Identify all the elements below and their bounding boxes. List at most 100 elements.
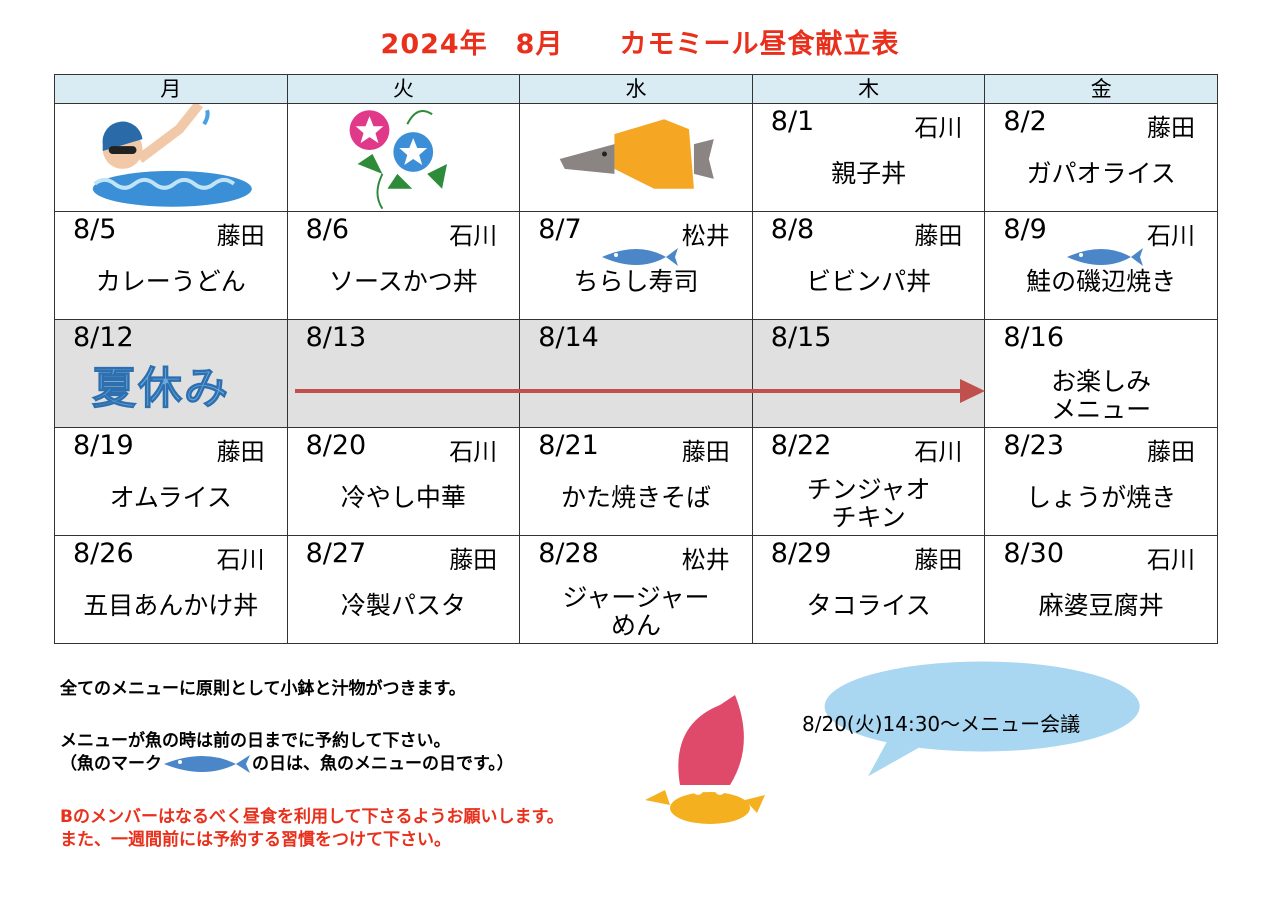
day-cell-holiday: 8/15 bbox=[751, 319, 986, 428]
weekday-header-row: 月 火 水 木 金 bbox=[54, 74, 1218, 104]
staff-name: 石川 bbox=[1147, 222, 1195, 250]
day-cell: 8/9 石川鮭の磯辺焼き bbox=[984, 211, 1218, 320]
date: 8/13 bbox=[305, 322, 367, 353]
date: 8/9 bbox=[1003, 214, 1047, 245]
day-cell: 8/27 藤田冷製パスタ bbox=[286, 535, 521, 644]
date: 8/5 bbox=[73, 214, 117, 245]
day-cell-holiday: 8/13 bbox=[286, 319, 521, 428]
date: 8/27 bbox=[305, 538, 367, 569]
swimmer-illustration bbox=[54, 103, 288, 212]
menu-item: タコライス bbox=[806, 591, 931, 620]
morning-glory-illustration bbox=[286, 103, 521, 212]
menu-item: お楽しみ メニュー bbox=[985, 368, 1217, 424]
staff-name: 石川 bbox=[449, 222, 498, 250]
menu-line: めん bbox=[610, 611, 661, 640]
menu-item: しょうが焼き bbox=[1026, 483, 1177, 512]
date: 8/28 bbox=[538, 538, 599, 569]
date: 8/8 bbox=[770, 214, 815, 245]
date: 8/1 bbox=[770, 106, 815, 137]
week-row: 8/1 石川 親子丼 8/2 藤田 ガパオライス bbox=[54, 103, 1218, 212]
staff-name: 松井 bbox=[681, 222, 730, 250]
day-cell: 8/1 石川 親子丼 bbox=[751, 103, 986, 212]
meeting-notice: 8/20(火)14:30～メニュー会議 bbox=[802, 712, 1081, 736]
menu-item: チンジャオ チキン bbox=[753, 476, 985, 532]
day-cell-holiday: 8/14 bbox=[519, 319, 753, 428]
date: 8/30 bbox=[1003, 538, 1065, 569]
menu-item: 冷製パスタ bbox=[340, 591, 466, 620]
day-cell: 8/26 石川五目あんかけ丼 bbox=[54, 535, 288, 644]
day-cell: 8/7 松井ちらし寿司 bbox=[519, 211, 753, 320]
date: 8/15 bbox=[770, 322, 832, 353]
note-reserve-habit: また、一週間前には予約する習慣をつけて下さい。 bbox=[60, 830, 451, 850]
weekday-mon: 月 bbox=[54, 74, 288, 104]
week-row: 8/5 藤田 カレーうどん 8/6 石川 ソースかつ丼 8/7 松井 ちらし寿司 8/8 藤田 ビビン… bbox=[54, 211, 1218, 320]
staff-name: 藤田 bbox=[914, 546, 963, 574]
date: 8/20 bbox=[305, 430, 367, 461]
note-fish-mark: （魚のマーク の日は、魚のメニューの日です。） bbox=[60, 753, 514, 775]
date: 8/23 bbox=[1003, 430, 1065, 461]
weekday-thu: 木 bbox=[751, 74, 986, 104]
day-cell: 8/6 石川ソースかつ丼 bbox=[286, 211, 521, 320]
fish-mark-icon bbox=[602, 248, 679, 266]
menu-line: ジャージャー bbox=[562, 583, 710, 612]
note-text: の日は、魚のメニューの日です。） bbox=[252, 754, 514, 774]
staff-name: 藤田 bbox=[449, 546, 498, 574]
day-cell: 8/29 藤田タコライス bbox=[751, 535, 986, 644]
menu-item: ちらし寿司 bbox=[573, 267, 699, 296]
staff-name: 藤田 bbox=[681, 438, 730, 466]
date: 8/6 bbox=[305, 214, 350, 245]
day-cell: 8/23 藤田しょうが焼き bbox=[984, 427, 1218, 536]
note-members: Bのメンバーはなるべく昼食を利用して下さるようお願いします。 bbox=[60, 807, 564, 827]
menu-item: 鮭の磯辺焼き bbox=[1026, 267, 1177, 296]
staff-name: 藤田 bbox=[216, 222, 265, 250]
hermit-crab-illustration bbox=[645, 695, 765, 824]
date: 8/2 bbox=[1003, 106, 1047, 137]
staff-name: 松井 bbox=[681, 546, 730, 574]
menu-item: 五目あんかけ丼 bbox=[83, 591, 259, 620]
butterflyfish-illustration bbox=[519, 103, 753, 212]
note-fish-reserve: メニューが魚の時は前の日までに予約して下さい。 bbox=[60, 731, 451, 751]
staff-name: 石川 bbox=[449, 438, 498, 466]
date: 8/22 bbox=[770, 430, 832, 461]
staff-name: 石川 bbox=[914, 114, 963, 142]
menu-item: 麻婆豆腐丼 bbox=[1038, 591, 1164, 620]
menu-item: ガパオライス bbox=[1026, 159, 1176, 188]
summer-break-arrow bbox=[295, 379, 985, 403]
weekday-tue: 火 bbox=[286, 74, 521, 104]
summer-break-label: 夏休み bbox=[92, 363, 230, 415]
day-cell-holiday: 8/12 bbox=[54, 319, 288, 428]
date: 8/12 bbox=[73, 322, 134, 353]
menu-item: ジャージャー めん bbox=[520, 584, 752, 640]
date: 8/16 bbox=[1003, 322, 1065, 353]
date: 8/29 bbox=[770, 538, 832, 569]
date: 8/14 bbox=[538, 322, 599, 353]
menu-line: メニュー bbox=[1051, 395, 1152, 424]
staff-name: 石川 bbox=[1147, 546, 1195, 574]
date: 8/7 bbox=[538, 214, 582, 245]
day-cell: 8/5 藤田カレーうどん bbox=[54, 211, 288, 320]
date: 8/19 bbox=[73, 430, 134, 461]
note-side-dishes: 全てのメニューに原則として小鉢と汁物がつきます。 bbox=[60, 679, 466, 699]
page-title: 2024年 8月 カモミール昼食献立表 bbox=[380, 29, 900, 60]
menu-item: カレーうどん bbox=[95, 267, 246, 296]
staff-name: 藤田 bbox=[1147, 438, 1195, 466]
week-row: 8/12 8/13 8/14 8/15 8/16 お楽しみ メニュー bbox=[54, 319, 1218, 428]
day-cell: 8/22 石川チンジャオ チキン bbox=[751, 427, 986, 536]
menu-item: ビビンパ丼 bbox=[806, 267, 932, 296]
fish-icon bbox=[164, 755, 250, 773]
menu-item: かた焼きそば bbox=[560, 483, 711, 512]
staff-name: 石川 bbox=[216, 546, 265, 574]
weekday-wed: 水 bbox=[519, 74, 753, 104]
date: 8/26 bbox=[73, 538, 134, 569]
week-row: 8/26 石川 五目あんかけ丼 8/27 藤田 冷製パスタ 8/28 松井 ジャージャー めん 8/… bbox=[54, 535, 1218, 644]
date: 8/21 bbox=[538, 430, 599, 461]
day-cell: 8/28 松井ジャージャー めん bbox=[519, 535, 753, 644]
menu-item: 冷やし中華 bbox=[340, 483, 466, 512]
staff-name: 藤田 bbox=[216, 438, 265, 466]
menu-item: ソースかつ丼 bbox=[329, 267, 478, 296]
menu-line: チキン bbox=[831, 503, 906, 532]
weekday-fri: 金 bbox=[984, 74, 1218, 104]
staff-name: 藤田 bbox=[1147, 114, 1195, 142]
staff-name: 石川 bbox=[914, 438, 963, 466]
note-text: （魚のマーク bbox=[60, 754, 162, 774]
